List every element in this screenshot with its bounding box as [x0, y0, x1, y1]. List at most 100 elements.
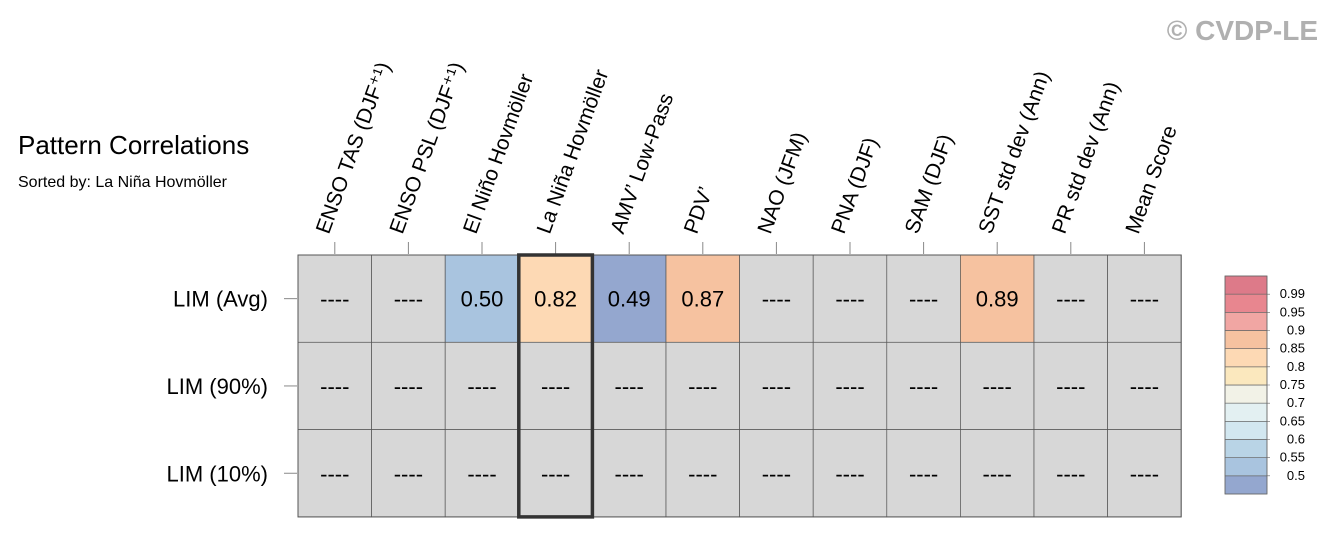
watermark: © CVDP-LE	[1167, 15, 1318, 46]
heatmap-cell	[1107, 341, 1182, 430]
heatmap-cell	[592, 429, 667, 518]
cell-value-label: ----	[615, 461, 644, 486]
legend-swatch	[1224, 293, 1268, 313]
cell-value-label: ----	[467, 461, 496, 486]
heatmap-cell	[444, 341, 520, 430]
cell-value-label: ----	[762, 461, 791, 486]
heatmap-cell	[1107, 254, 1182, 343]
legend-label: 0.85	[1280, 341, 1305, 356]
column-label: El Niño Hovmöller	[459, 71, 538, 237]
heatmap-cell	[518, 429, 593, 518]
cell-value-label: ----	[835, 374, 864, 399]
legend-label: 0.5	[1287, 468, 1305, 483]
cell-value-label: ----	[320, 287, 349, 312]
cell-value-label: ----	[1130, 287, 1159, 312]
cell-value-label: ----	[1056, 461, 1085, 486]
heatmap-cell	[812, 341, 888, 430]
column-label: SAM (DJF)	[901, 131, 958, 236]
heatmap-cell	[812, 254, 888, 343]
cell-value-label: ----	[835, 287, 864, 312]
legend-swatch	[1224, 402, 1268, 422]
column-labels: ENSO TAS (DJF⁺¹)ENSO PSL (DJF⁺¹)El Niño …	[312, 59, 1182, 254]
cell-value-label: ----	[320, 461, 349, 486]
heatmap-cells: ---- ---- 0.50 0.82 0.49 0.87 ---- ---- ---- 0.89…	[297, 253, 1182, 519]
legend-swatch	[1224, 475, 1268, 495]
heatmap-cell	[592, 254, 667, 343]
legend-swatch	[1224, 366, 1268, 386]
row-label: LIM (10%)	[167, 461, 268, 486]
cell-value-label: 0.87	[681, 287, 724, 312]
legend-label: 0.99	[1280, 286, 1305, 301]
column-label: PR std dev (Ann)	[1048, 79, 1124, 237]
chart-subtitle: Sorted by: La Niña Hovmöller	[18, 174, 228, 191]
heatmap-cell	[1033, 341, 1108, 430]
column-label: PDV’	[680, 184, 718, 237]
heatmap-cell	[444, 254, 520, 343]
cell-value-label: ----	[394, 287, 423, 312]
cell-value-label: 0.89	[976, 287, 1019, 312]
cell-value-label: ----	[762, 287, 791, 312]
heatmap-cell	[297, 254, 372, 343]
heatmap-cell	[665, 429, 740, 518]
cell-value-label: 0.49	[608, 287, 651, 312]
cell-value-label: ----	[909, 461, 938, 486]
legend-label: 0.9	[1287, 323, 1305, 338]
legend-label: 0.8	[1287, 359, 1305, 374]
legend-label: 0.6	[1287, 432, 1305, 447]
legend-swatch	[1224, 384, 1268, 404]
color-legend: 0.99 0.95 0.9 0.85 0.8 0.75 0.7 0.65 0.6 0.55 0.5	[1224, 275, 1305, 495]
row-labels: LIM (Avg) LIM (90%) LIM (10%)	[167, 287, 297, 486]
cell-value-label: ----	[688, 461, 717, 486]
grid-border	[297, 254, 1182, 518]
legend-swatch	[1224, 421, 1268, 440]
heatmap-cell	[665, 254, 740, 343]
legend-swatch	[1224, 348, 1268, 368]
column-label: AMV’ Low-Pass	[606, 90, 678, 236]
legend-swatch	[1224, 275, 1268, 295]
heatmap-cell	[371, 341, 446, 430]
legend-label: 0.65	[1280, 413, 1305, 428]
heatmap-cell	[886, 429, 961, 518]
cell-value-label: ----	[762, 374, 791, 399]
heatmap-cell	[1033, 254, 1108, 343]
legend-label: 0.55	[1280, 450, 1305, 465]
cell-value-label: 0.50	[461, 287, 504, 312]
heatmap-cell	[518, 254, 593, 343]
row-label: LIM (90%)	[167, 374, 268, 399]
cell-value-label: ----	[1056, 287, 1085, 312]
legend-label: 0.7	[1287, 395, 1305, 410]
cell-value-label: ----	[688, 374, 717, 399]
column-label: NAO (JFM)	[753, 129, 811, 237]
cell-value-label: ----	[909, 374, 938, 399]
cell-value-label: ----	[394, 461, 423, 486]
cell-value-label: 0.82	[534, 287, 577, 312]
cell-value-label: ----	[909, 287, 938, 312]
cell-value-label: ----	[467, 374, 496, 399]
column-label: ENSO TAS (DJF⁺¹)	[312, 59, 395, 237]
heatmap-cell	[739, 341, 814, 430]
cell-value-label: ----	[983, 374, 1012, 399]
cell-value-label: ----	[541, 374, 570, 399]
heatmap-cell	[886, 254, 961, 343]
heatmap-cell	[371, 429, 446, 518]
heatmap-cell	[960, 254, 1035, 343]
cell-value-label: ----	[1056, 374, 1085, 399]
heatmap-cell	[665, 341, 740, 430]
cell-value-label: ----	[615, 374, 644, 399]
legend-label: 0.95	[1280, 304, 1305, 319]
heatmap-cell	[1033, 429, 1108, 518]
legend-label: 0.75	[1280, 377, 1305, 392]
heatmap-cell	[812, 429, 888, 518]
row-label: LIM (Avg)	[173, 287, 268, 312]
chart-title: Pattern Correlations	[18, 130, 249, 160]
column-label: ENSO PSL (DJF⁺¹)	[385, 59, 468, 237]
cell-value-label: ----	[320, 374, 349, 399]
cell-value-label: ----	[1130, 374, 1159, 399]
cell-value-label: ----	[394, 374, 423, 399]
cell-value-label: ----	[541, 461, 570, 486]
column-label: PNA (DJF)	[827, 135, 883, 237]
cell-value-label: ----	[1130, 461, 1159, 486]
legend-swatch	[1224, 457, 1268, 477]
highlighted-column-outline	[517, 253, 595, 519]
